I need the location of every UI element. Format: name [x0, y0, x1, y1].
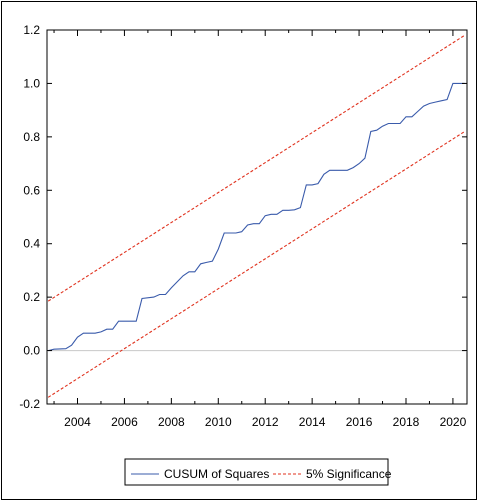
legend-label-cusum: CUSUM of Squares	[164, 467, 269, 481]
series-group	[47, 34, 465, 398]
cusum-line	[48, 82, 465, 352]
y-axis: -0.2 0.0 0.2 0.4 0.6 0.8 1.0 1.2	[19, 23, 467, 411]
x-tick-label: 2018	[393, 415, 420, 429]
plot-area	[46, 29, 468, 405]
x-tick-label: 2006	[111, 415, 138, 429]
x-tick-label: 2004	[64, 415, 91, 429]
x-axis: 2004 2006 2008 2010 2012 2014 2016 2018 2020	[53, 30, 467, 429]
y-tick-label: -0.2	[19, 397, 40, 411]
y-tick-label: 0.6	[23, 183, 40, 197]
y-tick-label: 1.0	[23, 76, 40, 90]
plot-border	[46, 29, 468, 405]
x-tick-label: 2020	[440, 415, 467, 429]
x-tick-label: 2012	[252, 415, 279, 429]
x-tick-label: 2010	[205, 415, 232, 429]
legend: CUSUM of Squares 5% Significance	[124, 458, 392, 486]
y-tick-label: 1.2	[23, 23, 40, 37]
x-tick-label: 2014	[299, 415, 326, 429]
lower-bound-line	[47, 131, 465, 398]
upper-bound-line	[47, 34, 465, 302]
x-tick-label: 2008	[158, 415, 185, 429]
legend-label-significance: 5% Significance	[306, 467, 392, 481]
y-tick-label: 0.4	[23, 237, 40, 251]
y-tick-label: 0.0	[23, 344, 40, 358]
y-tick-label: 0.8	[23, 130, 40, 144]
x-tick-label: 2016	[346, 415, 373, 429]
legend-box	[124, 458, 389, 486]
y-tick-label: 0.2	[23, 290, 40, 304]
